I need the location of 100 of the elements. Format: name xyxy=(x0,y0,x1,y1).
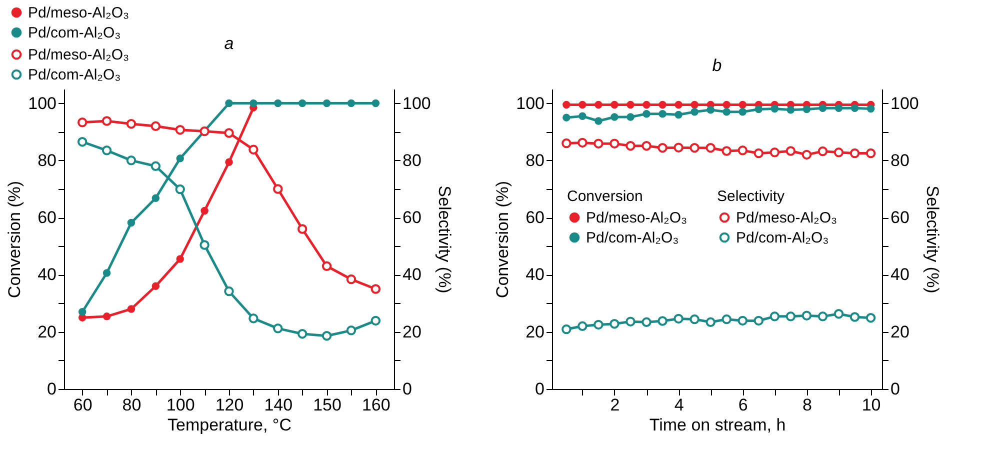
x-tick-label: 4 xyxy=(674,396,684,414)
y-tick-label: 40 xyxy=(38,265,56,284)
point xyxy=(224,128,234,138)
point xyxy=(250,99,258,108)
y2-tick-label: 40 xyxy=(890,265,910,284)
point xyxy=(674,142,684,152)
point xyxy=(594,138,604,148)
point xyxy=(722,108,730,116)
y-axis-title: Conversion (%) xyxy=(5,180,24,298)
point xyxy=(175,124,185,135)
point xyxy=(690,142,700,153)
point xyxy=(225,99,233,108)
point xyxy=(127,305,136,313)
y2-tick-label: 100 xyxy=(402,94,431,113)
point xyxy=(578,112,586,120)
point xyxy=(722,146,732,156)
point xyxy=(690,100,698,109)
y2-tick-label: 100 xyxy=(890,94,919,113)
point xyxy=(818,312,828,322)
point xyxy=(322,330,332,341)
point xyxy=(273,324,283,334)
point xyxy=(225,158,233,166)
point xyxy=(626,316,636,326)
point xyxy=(578,138,588,148)
point xyxy=(370,316,381,326)
point xyxy=(297,224,308,234)
point xyxy=(690,108,698,116)
point xyxy=(150,161,161,172)
legend-label: Pd/meso-Al₂O₃ xyxy=(28,46,130,64)
point xyxy=(754,105,763,114)
point xyxy=(297,328,308,339)
point xyxy=(754,316,764,326)
point xyxy=(594,100,602,109)
point xyxy=(770,312,780,322)
point xyxy=(834,148,844,158)
point xyxy=(658,110,666,118)
y2-tick-label: 0 xyxy=(890,380,900,398)
legend-label: Pd/meso-Al₂O₃ xyxy=(586,210,688,226)
point xyxy=(850,312,860,322)
point xyxy=(77,118,88,128)
y2-tick-label: 40 xyxy=(402,265,422,284)
point xyxy=(738,316,748,326)
y2-axis-title: Selectivity (%) xyxy=(922,186,942,294)
point xyxy=(594,320,604,330)
point xyxy=(298,99,306,108)
x-tick-label: 2 xyxy=(610,396,620,414)
point xyxy=(562,100,570,109)
chart-title: a xyxy=(224,34,234,53)
point xyxy=(802,310,812,320)
y2-tick-label: 80 xyxy=(890,150,910,170)
point xyxy=(690,314,700,324)
point xyxy=(102,116,112,126)
text: Conversion xyxy=(567,188,643,205)
point xyxy=(562,324,572,334)
point xyxy=(562,138,572,148)
point xyxy=(370,284,381,294)
point xyxy=(818,104,827,112)
point xyxy=(770,104,779,113)
point xyxy=(248,314,258,324)
point xyxy=(176,255,184,263)
point xyxy=(610,318,620,329)
x-axis-title: Temperature, °C xyxy=(168,416,292,434)
point xyxy=(834,104,843,112)
point xyxy=(786,106,795,114)
point xyxy=(722,314,732,324)
point xyxy=(802,105,811,114)
point xyxy=(200,206,208,215)
x-tick-label: 160 xyxy=(362,396,390,414)
y-tick-label: 0 xyxy=(47,380,56,398)
chart-title: b xyxy=(712,56,722,75)
point xyxy=(674,100,682,109)
y-tick-label: 60 xyxy=(526,208,544,228)
point xyxy=(642,110,650,118)
y-tick-label: 100 xyxy=(516,94,544,113)
point xyxy=(642,140,652,151)
point xyxy=(126,156,136,166)
point xyxy=(610,138,620,148)
point xyxy=(658,142,668,153)
text: Selectivity xyxy=(717,188,785,205)
y-tick-label: 20 xyxy=(38,322,56,342)
point xyxy=(322,261,332,272)
point xyxy=(200,240,210,250)
point xyxy=(175,184,185,194)
y-tick-label: 60 xyxy=(38,208,56,228)
point xyxy=(738,146,748,156)
y-tick-label: 80 xyxy=(526,150,544,170)
point xyxy=(594,117,602,125)
point xyxy=(786,312,796,322)
point xyxy=(150,121,161,132)
legend-label: Pd/com-Al₂O₃ xyxy=(586,230,679,246)
point xyxy=(610,113,618,121)
point xyxy=(642,100,650,109)
point xyxy=(802,150,812,160)
point xyxy=(850,104,859,112)
y2-tick-label: 80 xyxy=(402,150,422,170)
point xyxy=(152,282,160,290)
y2-axis-title: Selectivity (%) xyxy=(434,186,454,294)
point xyxy=(578,100,586,109)
point xyxy=(346,326,356,336)
x-tick-label: 120 xyxy=(215,396,244,414)
